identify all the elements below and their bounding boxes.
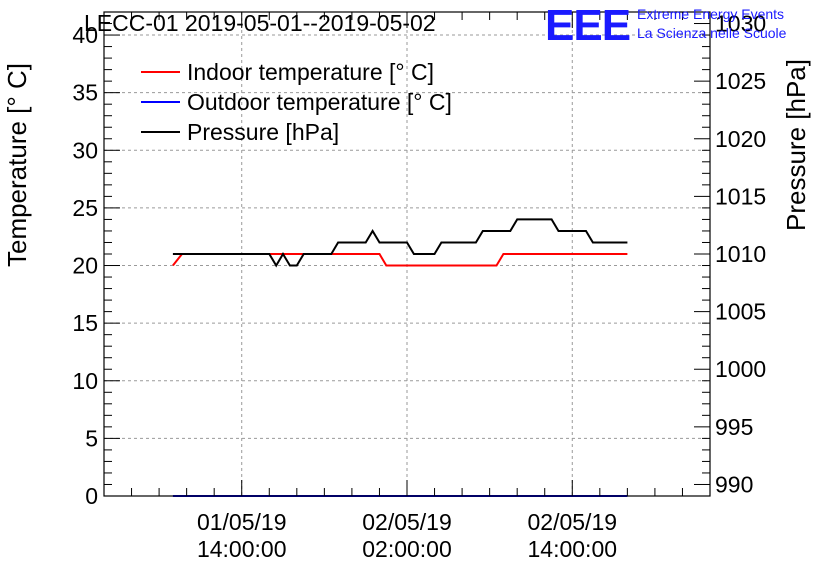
x-tick-label-date: 01/05/19 [197, 509, 287, 535]
eee-logo-mark: EEE [545, 1, 630, 50]
x-tick-label-date: 02/05/19 [528, 509, 618, 535]
y2-tick-label: 1005 [715, 299, 766, 325]
x-tick-label-time: 14:00:00 [197, 536, 287, 562]
legend-label-indoor-temperature-c: Indoor temperature [° C] [187, 59, 434, 85]
series-line-indoor-temperature-c [172, 253, 628, 267]
y-tick-label: 20 [72, 253, 98, 279]
y2-tick-label: 1025 [715, 68, 766, 94]
x-tick-label-time: 14:00:00 [528, 536, 618, 562]
legend-label-pressure-hpa: Pressure [hPa] [187, 119, 339, 145]
eee-logo-line1: Extreme Energy Events [637, 6, 784, 22]
y2-tick-label: 995 [715, 414, 753, 440]
eee-logo: EEE Extreme Energy Events La Scienza nel… [545, 1, 787, 50]
y2-tick-label: 990 [715, 471, 753, 497]
y2-tick-label: 1020 [715, 126, 766, 152]
x-tick-label-time: 02:00:00 [362, 536, 452, 562]
eee-logo-line2: La Scienza nelle Scuole [637, 25, 787, 41]
series-layer [172, 218, 628, 497]
legend: Indoor temperature [° C] Outdoor temperat… [141, 59, 452, 145]
y2-tick-label: 1010 [715, 241, 766, 267]
y-tick-label: 25 [72, 195, 98, 221]
y2-tick-label: 1000 [715, 356, 766, 382]
y-tick-label: 10 [72, 368, 98, 394]
legend-label-outdoor-temperature-c: Outdoor temperature [° C] [187, 89, 452, 115]
y-tick-label: 0 [85, 483, 98, 509]
y-tick-label: 40 [72, 22, 98, 48]
y-tick-label: 5 [85, 425, 98, 451]
x-tick-label-date: 02/05/19 [362, 509, 452, 535]
y2-tick-label: 1030 [715, 11, 766, 37]
y-tick-label: 35 [72, 80, 98, 106]
y2-axis-label: Pressure [hPa] [781, 59, 811, 231]
chart-title: LECC-01 2019-05-01--2019-05-02 [84, 10, 436, 36]
y-tick-label: 30 [72, 137, 98, 163]
y-tick-label: 15 [72, 310, 98, 336]
y-axis-label: Temperature [° C] [2, 63, 32, 267]
y2-tick-label: 1015 [715, 183, 766, 209]
series-line-pressure-hpa [172, 218, 628, 268]
ticks-layer: 0510152025303540990995100010051010101510… [72, 11, 766, 562]
